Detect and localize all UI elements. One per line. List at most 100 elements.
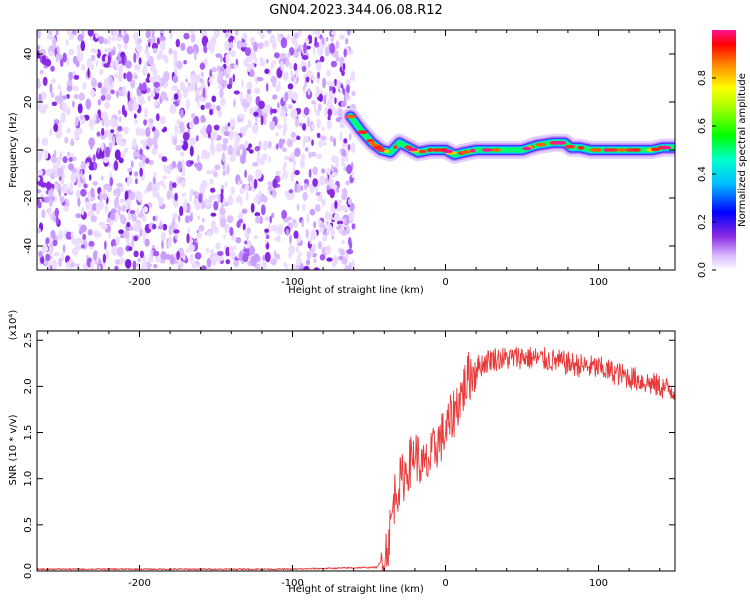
noise-blob	[190, 33, 196, 43]
noise-blob	[87, 210, 92, 218]
noise-blob	[229, 35, 235, 41]
noise-blob	[301, 219, 305, 228]
noise-blob	[299, 158, 305, 169]
colorbar-label: Normalized spectral amplitude	[737, 73, 748, 227]
noise-blob	[90, 90, 97, 96]
noise-blob	[116, 246, 124, 257]
noise-blob	[317, 45, 324, 56]
noise-blob	[276, 143, 279, 150]
noise-blob	[314, 102, 317, 113]
noise-blob	[328, 224, 332, 232]
noise-blob	[204, 57, 208, 66]
noise-blob	[213, 30, 220, 39]
noise-blob	[155, 113, 160, 122]
noise-blob	[265, 234, 270, 240]
noise-blob	[239, 187, 246, 194]
noise-blob	[129, 191, 136, 201]
noise-blob	[273, 250, 277, 258]
noise-blob	[334, 200, 338, 210]
noise-blob	[93, 161, 97, 171]
noise-blob	[351, 210, 355, 216]
noise-blob	[149, 76, 153, 82]
noise-blob	[37, 30, 41, 39]
noise-blob	[125, 198, 132, 208]
noise-blob	[172, 212, 178, 220]
spectrogram-x-tick-label: -200	[128, 277, 151, 288]
noise-blob	[313, 258, 317, 264]
noise-blob	[102, 193, 108, 201]
noise-blob	[218, 84, 222, 90]
noise-blob	[188, 83, 195, 92]
noise-blob	[146, 137, 153, 148]
noise-blob	[181, 192, 187, 197]
noise-blob	[181, 159, 185, 170]
noise-blob	[326, 167, 331, 176]
noise-blob	[197, 215, 201, 221]
noise-blob	[48, 198, 53, 208]
noise-blob	[165, 253, 172, 260]
noise-blob	[211, 220, 217, 231]
noise-blob	[217, 194, 221, 204]
noise-blob	[341, 155, 345, 164]
noise-blob	[118, 65, 123, 75]
noise-blob	[41, 209, 46, 219]
snr-line	[37, 346, 675, 571]
noise-blob	[60, 112, 66, 123]
noise-blob	[295, 69, 299, 79]
noise-blob	[70, 262, 76, 268]
noise-blob	[338, 255, 344, 261]
noise-blob	[347, 144, 351, 151]
noise-blob	[324, 46, 330, 57]
noise-blob	[142, 65, 148, 77]
noise-blob	[209, 69, 213, 78]
noise-blob	[182, 202, 187, 213]
noise-blob	[319, 227, 323, 233]
noise-blob	[76, 127, 83, 135]
noise-blob	[118, 109, 121, 115]
noise-blob	[189, 253, 194, 265]
noise-blob	[326, 220, 329, 227]
noise-blob	[306, 116, 311, 128]
noise-blob	[328, 211, 332, 222]
noise-blob	[342, 143, 346, 149]
noise-blob	[221, 152, 226, 163]
noise-blob	[98, 36, 104, 44]
noise-blob	[172, 160, 176, 168]
noise-blob	[302, 191, 308, 202]
signal-hotspot	[345, 114, 357, 119]
noise-blob	[336, 79, 341, 90]
noise-blob	[141, 262, 148, 270]
noise-blob	[227, 144, 233, 156]
noise-blob	[251, 51, 256, 60]
noise-blob	[174, 257, 178, 265]
noise-blob	[138, 57, 142, 65]
noise-blob	[247, 119, 252, 128]
noise-blob	[139, 167, 143, 177]
noise-blob	[239, 180, 243, 185]
noise-blob	[200, 128, 206, 136]
noise-blob	[154, 99, 159, 106]
noise-blob	[160, 251, 167, 262]
noise-blob	[110, 117, 117, 128]
noise-blob	[65, 107, 71, 116]
noise-blob	[138, 161, 144, 168]
noise-blob	[257, 42, 264, 50]
noise-blob	[59, 57, 64, 67]
noise-blob	[110, 129, 115, 134]
noise-blob	[80, 238, 84, 245]
signal-hotspot	[470, 148, 476, 153]
signal-hotspot	[357, 130, 368, 134]
noise-blob	[101, 127, 105, 136]
noise-blob	[114, 149, 121, 161]
noise-blob	[47, 189, 54, 198]
noise-blob	[341, 70, 345, 76]
noise-blob	[253, 111, 259, 117]
noise-blob	[102, 253, 107, 264]
noise-blob	[145, 30, 151, 39]
noise-blob	[202, 87, 206, 98]
noise-blob	[152, 215, 156, 222]
noise-blob	[200, 71, 204, 78]
noise-blob	[37, 227, 41, 234]
noise-blob	[82, 82, 87, 90]
